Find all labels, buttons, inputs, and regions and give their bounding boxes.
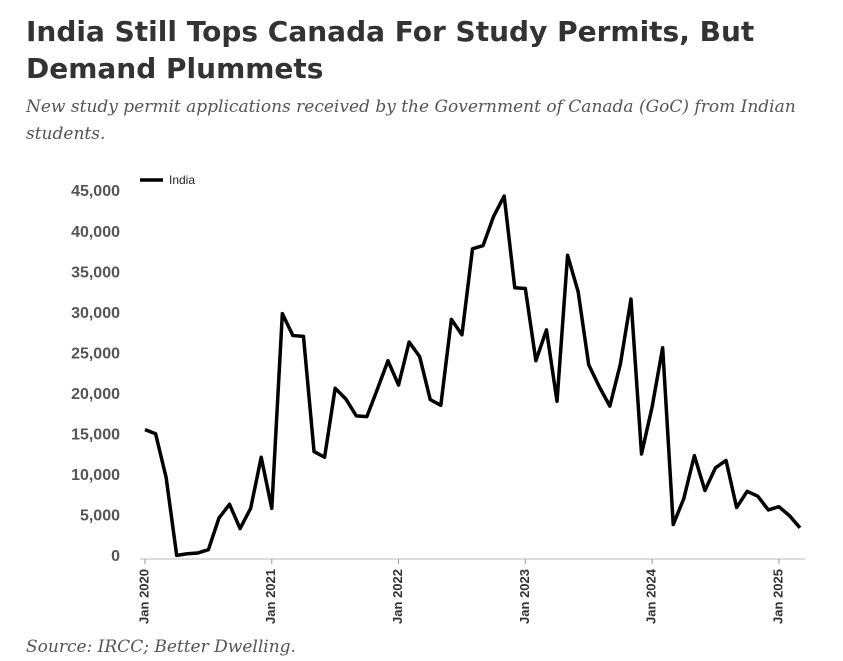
y-tick-label: 35,000 [71, 264, 120, 281]
line [144, 194, 802, 558]
y-tick-label: 45,000 [71, 183, 120, 200]
x-tick-label: Jan 2023 [517, 569, 532, 624]
x-tick-label: Jan 2021 [263, 569, 278, 624]
y-tick-label: 5,000 [80, 508, 120, 525]
x-tick-label: Jan 2025 [770, 569, 785, 624]
y-tick-label: 20,000 [71, 386, 120, 403]
y-tick-label: 40,000 [71, 224, 120, 241]
chart-title: India Still Tops Canada For Study Permit… [26, 15, 754, 48]
x-tick-label: Jan 2024 [644, 568, 659, 624]
legend-label: India [169, 173, 195, 187]
y-tick-label: 15,000 [71, 427, 120, 444]
y-tick-label: 10,000 [71, 467, 120, 484]
y-tick-label: 30,000 [71, 305, 120, 322]
x-tick-label: Jan 2020 [136, 569, 151, 624]
chart-subtitle: students. [26, 124, 105, 144]
source: Source: IRCC; Better Dwelling. [26, 637, 296, 657]
y-tick-label: 0 [111, 548, 120, 565]
chart-subtitle: New study permit applications received b… [25, 97, 796, 117]
y-tick-label: 25,000 [71, 345, 120, 362]
chart-title: Demand Plummets [26, 52, 323, 85]
x-tick-label: Jan 2022 [390, 569, 405, 624]
